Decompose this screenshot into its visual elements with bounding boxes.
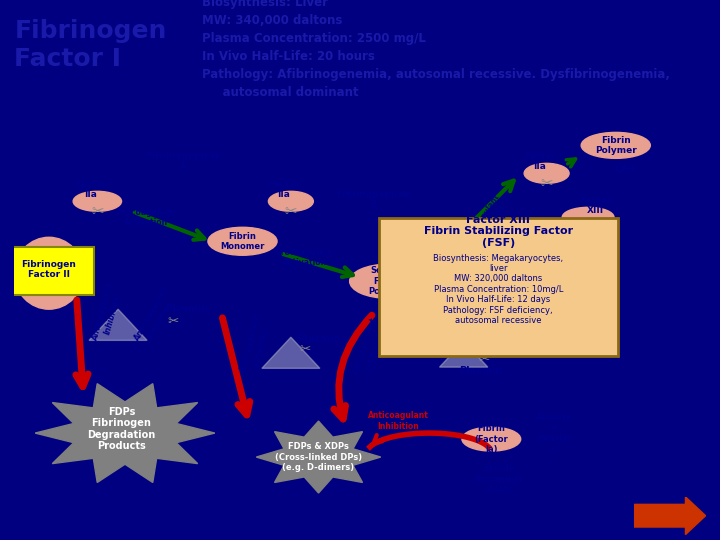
Text: Factor
IIa: Factor IIa xyxy=(523,152,556,171)
Polygon shape xyxy=(634,497,706,535)
Text: Factor
XIII: Factor XIII xyxy=(579,195,611,215)
Polygon shape xyxy=(439,341,488,367)
Polygon shape xyxy=(35,384,215,482)
Text: Fibrinopeptide
A: Fibrinopeptide A xyxy=(146,152,221,171)
Text: Fibrin
(Factor
Ia): Fibrin (Factor Ia) xyxy=(474,424,508,454)
Ellipse shape xyxy=(524,163,569,183)
Text: Plasmin: Plasmin xyxy=(166,304,209,314)
Text: Anticoagulant
Inhibition: Anticoagulant Inhibition xyxy=(239,314,274,377)
Text: Biosynthesis: Liver
MW: 340,000 daltons
Plasma Concentration: 2500 mg/L
In Vivo : Biosynthesis: Liver MW: 340,000 daltons … xyxy=(202,0,670,99)
Ellipse shape xyxy=(350,264,426,298)
Text: Activate
d
Platelet
s: Activate d Platelet s xyxy=(536,413,572,453)
Text: ✂: ✂ xyxy=(479,353,490,366)
Text: Factor
XIIIa: Factor XIIIa xyxy=(448,215,480,235)
Ellipse shape xyxy=(562,207,614,227)
Text: Factor
IIa: Factor IIa xyxy=(268,180,300,199)
Text: Procoagulant
Activation: Procoagulant Activation xyxy=(117,207,175,227)
Text: Plasmin: Plasmin xyxy=(459,366,503,376)
Text: ✂: ✂ xyxy=(284,204,297,219)
Text: Soluble
Fibrin
Polymer: Soluble Fibrin Polymer xyxy=(368,266,407,296)
Text: Fibrin
Monomer: Fibrin Monomer xyxy=(220,232,265,251)
Text: Anticoagulant
Inhibition: Anticoagulant Inhibition xyxy=(352,318,389,381)
Text: Biosynthesis: Megakaryocytes,
liver
MW: 320,000 daltons
Plasma Concentration: 10: Biosynthesis: Megakaryocytes, liver MW: … xyxy=(433,253,563,325)
Text: Anticoagulant
Inhibition: Anticoagulant Inhibition xyxy=(368,411,428,431)
Text: Stable
Thrombus
(Clot): Stable Thrombus (Clot) xyxy=(473,464,523,494)
Text: Procoagulant
Activation: Procoagulant Activation xyxy=(276,247,334,267)
Ellipse shape xyxy=(462,427,521,451)
Text: Procoagulant
Activation: Procoagulant Activation xyxy=(464,192,511,251)
Ellipse shape xyxy=(14,237,84,309)
Ellipse shape xyxy=(269,191,313,211)
Text: ✂: ✂ xyxy=(582,220,595,235)
Text: ✂: ✂ xyxy=(451,240,463,255)
Text: Fibrinogen
Factor II: Fibrinogen Factor II xyxy=(22,260,76,279)
Text: FDPs & XDPs
(Cross-linked DPs)
(e.g. D-dimers): FDPs & XDPs (Cross-linked DPs) (e.g. D-d… xyxy=(275,442,362,472)
Polygon shape xyxy=(89,309,147,340)
Ellipse shape xyxy=(208,227,277,255)
Polygon shape xyxy=(256,421,381,493)
Text: Anticoagulant
Inhibition: Anticoagulant Inhibition xyxy=(91,282,125,345)
FancyBboxPatch shape xyxy=(379,218,618,356)
Text: Factor XIII
Fibrin Stabilizing Factor
(FSF): Factor XIII Fibrin Stabilizing Factor (F… xyxy=(423,215,573,248)
Text: ✂: ✂ xyxy=(91,204,104,219)
Text: Fibrinopeptide
B: Fibrinopeptide B xyxy=(336,190,411,209)
FancyBboxPatch shape xyxy=(7,247,94,295)
Text: ✂: ✂ xyxy=(299,343,310,356)
Text: Fibrinogen
Factor I: Fibrinogen Factor I xyxy=(14,19,167,71)
Text: FDPs
Fibrinogen
Degradation
Products: FDPs Fibrinogen Degradation Products xyxy=(87,407,156,451)
Text: Factor
IIa: Factor IIa xyxy=(74,180,107,199)
Text: Plasmin: Plasmin xyxy=(297,334,341,344)
Ellipse shape xyxy=(433,227,481,247)
Polygon shape xyxy=(262,337,320,368)
Text: Fibrin
Polymer: Fibrin Polymer xyxy=(595,136,636,155)
Text: ✂: ✂ xyxy=(168,315,179,328)
Text: Anticoagulant
Inhibition: Anticoagulant Inhibition xyxy=(132,286,179,348)
Text: ✂: ✂ xyxy=(540,176,553,191)
Text: CA+: CA+ xyxy=(615,164,637,174)
Ellipse shape xyxy=(73,191,122,211)
Ellipse shape xyxy=(581,132,650,158)
